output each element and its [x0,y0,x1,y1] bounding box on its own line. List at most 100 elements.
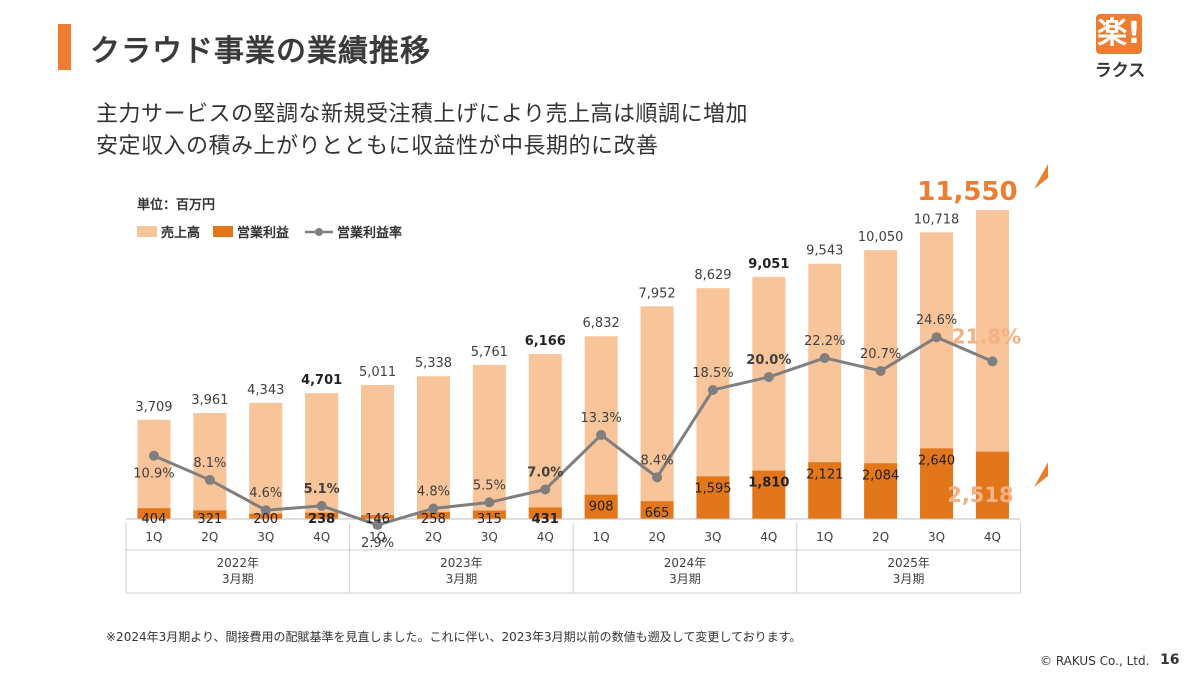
op-profit-value-label: 200 [253,512,278,527]
op-margin-value-label: 4.8% [417,484,450,499]
op-margin-point [148,450,159,461]
op-margin-value-label: 4.6% [249,486,282,501]
op-profit-bar [193,510,227,519]
sales-bar [640,306,674,519]
op-margin-point [484,497,495,508]
sales-value-label: 9,543 [806,244,843,259]
sales-bar [193,413,227,519]
subtitle-line-2: 安定収入の積み上がりとともに収益性が中長期的に改善 [96,134,659,159]
op-profit-bar [975,451,1009,519]
quarter-tick-label: 3Q [257,530,274,544]
logo-text: ラクス [1094,61,1146,81]
footnote: ※2024年3月期より、間接費用の配賦基準を見直しました。これに伴い、2023年… [106,630,802,644]
unit-label: 単位：百万円 [137,198,216,213]
quarter-tick-label: 1Q [816,530,833,544]
page-number: 16 [1160,652,1180,668]
op-profit-bar [808,462,842,519]
sales-bar [305,393,339,519]
op-profit-value-label: 431 [532,512,559,527]
copyright: © RAKUS Co., Ltd. [1040,654,1150,668]
page-title: クラウド事業の業績推移 [90,34,431,69]
op-profit-bar [361,515,395,519]
op-margin-value-label: 5.1% [304,482,340,497]
fiscal-year-label: 2024年 [664,556,707,570]
sales-value-label: 5,011 [359,365,396,380]
quarter-tick-label: 2Q [649,530,666,544]
sales-yoy-label: YoY [1089,164,1121,182]
op-profit-value-label: 315 [477,512,502,527]
profit-yoy-value: +39.1% [1053,482,1157,510]
fiscal-year-label: 2025年 [887,556,930,570]
op-margin-value-label: 22.2% [804,334,845,349]
op-profit-value-label: 2,084 [862,468,899,483]
legend-sales-label: 売上高 [161,226,201,241]
sales-value-label: 4,343 [247,383,284,398]
op-profit-bar [864,463,898,519]
op-profit-bar [472,510,506,519]
op-margin-value-label: 20.7% [860,347,901,362]
quarter-tick-label: 4Q [984,530,1001,544]
sales-value-label: 3,961 [191,393,228,408]
op-profit-bar [249,513,283,519]
op-margin-value-label: 2.9% [361,536,394,551]
op-margin-point [596,429,607,440]
op-profit-value-label: 238 [308,512,335,527]
op-margin-value-label: 8.1% [193,456,226,471]
legend-op-profit: 営業利益 [213,222,289,241]
op-profit-value-label: 2,518 [947,483,1013,507]
op-margin-point [707,384,718,395]
sales-value-label: 8,629 [694,268,731,283]
quarter-tick-label: 1Q [145,530,162,544]
op-profit-bar [416,512,450,519]
quarter-tick-label: 3Q [928,530,945,544]
op-profit-bar [137,508,171,519]
op-margin-value-label: 13.3% [580,411,621,426]
sales-yoy-value: +27.6% [1053,184,1157,212]
sales-value-label: 10,050 [858,230,904,245]
rakus-logo: 楽! ラクス [1090,14,1150,81]
quarter-tick-label: 2Q [872,530,889,544]
quarter-tick-label: 1Q [593,530,610,544]
op-margin-point [428,503,439,514]
sales-bar [416,376,450,519]
op-margin-value-label: 5.5% [473,478,506,493]
op-profit-bar [305,512,339,519]
sales-value-label: 6,832 [583,316,620,331]
op-profit-value-label: 908 [589,500,614,515]
op-margin-value-label: 8.4% [641,453,674,468]
sales-bar [472,364,506,519]
sales-bar [249,402,283,519]
op-profit-value-label: 1,595 [694,481,731,496]
sales-value-label: 6,166 [525,334,566,349]
sales-value-label: 4,701 [301,373,342,388]
legend-op-profit-label: 営業利益 [237,226,290,241]
legend-sales-swatch [137,226,157,237]
op-margin-value-label: 20.0% [746,353,791,368]
legend-line-icon [305,227,333,236]
quarter-tick-label: 1Q [369,530,386,544]
title-accent-bar [58,24,71,70]
legend-sales: 売上高 [137,222,200,241]
fiscal-year-label: 3月期 [222,572,254,586]
quarter-tick-label: 2Q [201,530,218,544]
op-profit-bar [584,494,618,519]
sales-bar [584,336,618,519]
op-profit-bar [640,501,674,519]
op-profit-value-label: 258 [421,512,446,527]
sales-yoy-callout: YoY +27.6% [1034,158,1162,220]
profit-yoy-callout: YoY +39.1% [1034,456,1162,518]
op-margin-point [316,500,327,511]
sales-value-label: 11,550 [917,177,1017,207]
sales-value-label: 10,718 [914,212,960,227]
quarter-tick-label: 2Q [425,530,442,544]
op-margin-value-label: 10.9% [133,467,174,482]
quarter-tick-label: 4Q [313,530,330,544]
fiscal-year-label: 3月期 [669,572,701,586]
quarter-tick-label: 4Q [537,530,554,544]
op-margin-point [260,505,271,516]
op-margin-value-label: 18.5% [692,366,733,381]
sales-value-label: 5,338 [415,356,452,371]
op-profit-value-label: 2,640 [918,453,955,468]
op-profit-value-label: 2,121 [806,467,843,482]
quarter-tick-label: 3Q [481,530,498,544]
